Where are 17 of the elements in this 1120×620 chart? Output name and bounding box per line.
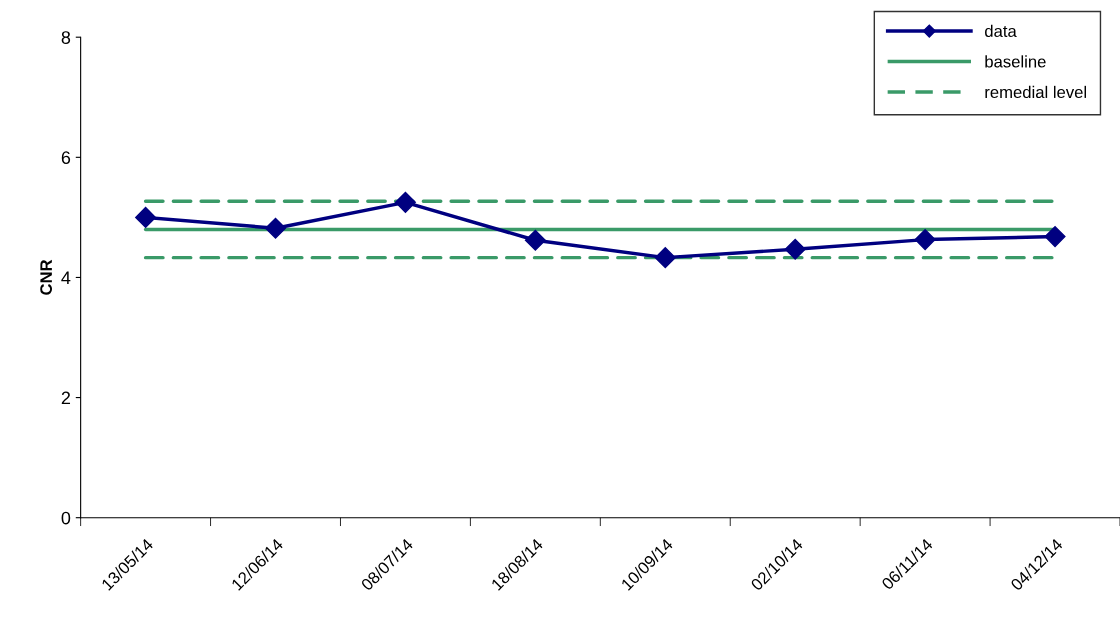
y-tick-label: 0 <box>61 511 71 525</box>
point <box>1044 226 1066 248</box>
legend-label: data <box>985 24 1017 38</box>
legend-label: baseline <box>985 55 1046 68</box>
point <box>654 247 676 269</box>
y-tick-label: 2 <box>61 391 71 405</box>
point <box>394 191 416 213</box>
y-axis-title: CNR <box>40 259 53 295</box>
y-tick-label: 6 <box>61 151 71 165</box>
y-tick-label: 4 <box>61 271 71 284</box>
point <box>524 229 546 251</box>
y-tick-label: 8 <box>61 31 71 44</box>
legend-label: remedial level <box>985 85 1087 99</box>
point <box>265 217 287 239</box>
point <box>914 229 936 251</box>
point <box>135 206 157 228</box>
point <box>784 238 806 260</box>
